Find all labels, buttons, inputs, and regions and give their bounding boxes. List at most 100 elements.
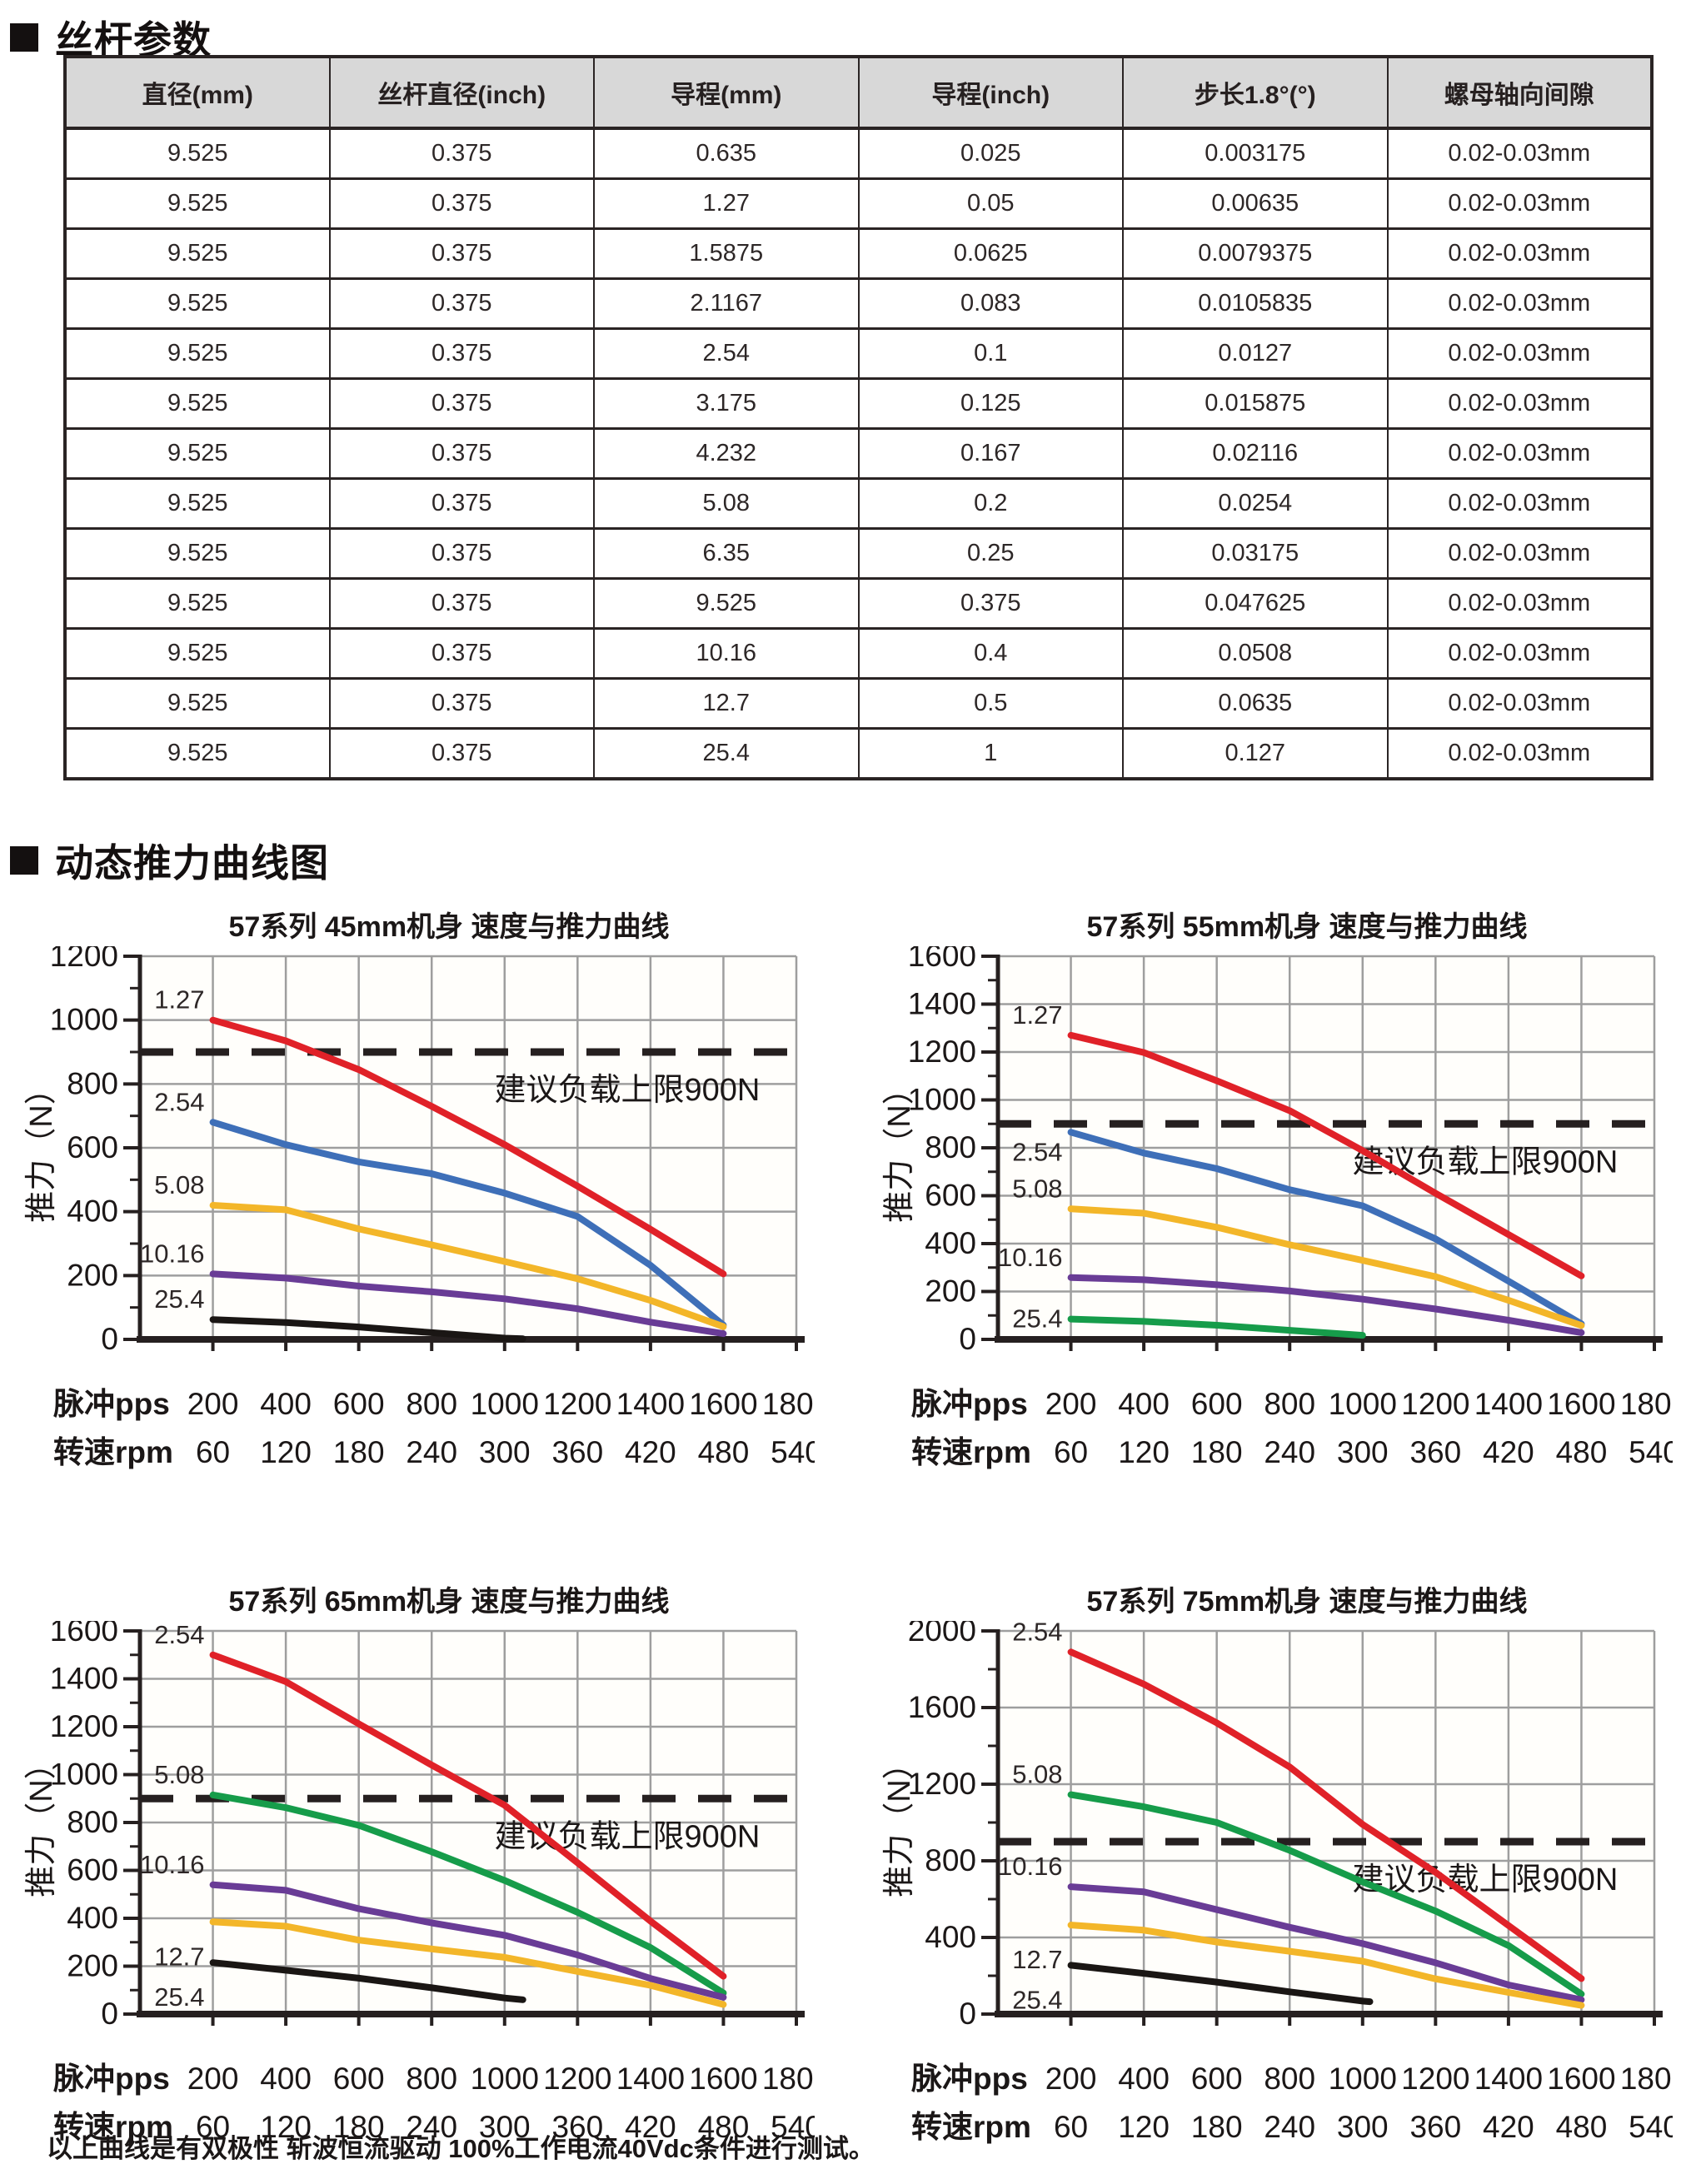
chart-title: 57系列 65mm机身 速度与推力曲线 [228, 1586, 670, 1618]
x-tick-label: 420 [625, 1435, 676, 1469]
y-tick-label: 800 [925, 1130, 976, 1164]
table-row: 9.525 0.375 9.525 0.375 0.047625 0.02-0.03mm [64, 577, 1653, 630]
table-cell: 0.0105835 [1122, 277, 1389, 330]
x-tick-label: 360 [1409, 1435, 1461, 1469]
square-bullet-icon [10, 23, 38, 52]
table-cell: 0.015875 [1122, 377, 1389, 430]
table-row: 9.525 0.375 1.27 0.05 0.00635 0.02-0.03mm [64, 177, 1653, 230]
y-tick-label: 1600 [50, 1621, 118, 1648]
table-cell: 9.525 [64, 677, 331, 730]
table-cell: 0.02-0.03mm [1386, 627, 1653, 680]
column-header: 导程(mm) [593, 56, 860, 130]
test-conditions-footnote: 以上曲线是有双极性 斩波恒流驱动 100%工作电流40Vdc条件进行测试。 [47, 2134, 875, 2163]
series-line-10.16 [1067, 1274, 1585, 1336]
series-line-25.4 [209, 1959, 526, 2003]
table-cell: 9.525 [64, 127, 331, 180]
x-tick-label: 300 [1337, 1435, 1389, 1469]
table-cell: 10.16 [593, 627, 860, 680]
series-label-25.4: 25.4 [154, 1982, 204, 2012]
y-tick-label: 1600 [908, 946, 976, 973]
table-cell: 0.02-0.03mm [1386, 327, 1653, 380]
table-row: 9.525 0.375 12.7 0.5 0.0635 0.02-0.03mm [64, 677, 1653, 730]
y-tick-label: 800 [925, 1843, 976, 1877]
table-cell: 25.4 [593, 727, 860, 780]
x-tick-label: 60 [196, 1435, 230, 1469]
series-label-5.08: 5.08 [154, 1760, 204, 1789]
x-tick-label: 600 [333, 1387, 385, 1421]
x-tick-label: 180 [1191, 2110, 1243, 2144]
series-line-2.54 [1067, 1648, 1585, 1982]
x-tick-label: 1400 [1474, 2062, 1543, 2096]
table-cell: 0.03175 [1122, 527, 1389, 580]
screw-parameters-table: 直径(mm) 丝杆直径(inch) 导程(mm) 导程(inch) 步长1.8°(°) 螺… [63, 55, 1654, 780]
series-label-12.7: 12.7 [154, 1942, 204, 1971]
table-cell: 1.5875 [593, 227, 860, 280]
x-tick-label: 120 [260, 1435, 312, 1469]
table-cell: 5.08 [593, 477, 860, 530]
y-axis-title: 推力（N） [24, 1073, 59, 1222]
chart-title: 57系列 55mm机身 速度与推力曲线 [1086, 911, 1528, 943]
section-heading-thrust-curves: 动态推力曲线图 [10, 833, 329, 888]
x-tick-label: 300 [479, 2110, 531, 2144]
table-cell: 0.0508 [1122, 627, 1389, 680]
table-cell: 0.003175 [1122, 127, 1389, 180]
x-tick-label: 800 [406, 1387, 457, 1421]
y-tick-label: 0 [101, 1322, 118, 1356]
table-cell: 0.0254 [1122, 477, 1389, 530]
table-cell: 9.525 [64, 327, 331, 380]
chart-75mm: 57系列 75mm机身 速度与推力曲线 0 400 800 1200 1600 2000 推… [881, 1583, 1674, 2171]
table-cell: 0.375 [328, 727, 595, 780]
y-tick-label: 1200 [50, 946, 118, 973]
section2-title: 动态推力曲线图 [55, 841, 329, 885]
x-tick-label: 480 [698, 2110, 750, 2144]
table-cell: 2.1167 [593, 277, 860, 330]
x-tick-label: 180 [1191, 1435, 1243, 1469]
x-tick-label: 400 [1118, 1387, 1170, 1421]
series-line-2.54 [209, 1651, 727, 1980]
table-cell: 9.525 [64, 527, 331, 580]
series-line-12.7 [209, 1918, 727, 2008]
x-tick-label: 1800 [1620, 1387, 1673, 1421]
x-row-header: 转速rpm [911, 2110, 1031, 2144]
y-tick-label: 1000 [50, 1758, 118, 1792]
y-tick-label: 400 [925, 1226, 976, 1260]
x-tick-label: 1200 [1401, 1387, 1469, 1421]
thrust-curve-plot: 0 200 400 600 800 1000 1200 1400 1600 推力（N） 建议负载上限… [881, 946, 1673, 1496]
y-tick-label: 600 [925, 1179, 976, 1213]
table-cell: 9.525 [64, 577, 331, 630]
series-label-1.27: 1.27 [154, 985, 204, 1015]
series-label-12.7: 12.7 [1012, 1945, 1062, 1974]
table-cell: 0.02-0.03mm [1386, 377, 1653, 430]
chart-45mm: 57系列 45mm机身 速度与推力曲线 0 200 400 600 800 1000 120… [23, 908, 816, 1496]
series-line-1.27 [1067, 1031, 1585, 1279]
x-tick-label: 1200 [543, 2062, 611, 2096]
table-cell: 0.375 [328, 377, 595, 430]
y-tick-label: 0 [101, 1997, 118, 2031]
table-cell: 0.127 [1122, 727, 1389, 780]
x-tick-label: 540 [1629, 1435, 1673, 1469]
x-tick-label: 240 [1264, 2110, 1315, 2144]
series-line-2.54 [1067, 1129, 1585, 1328]
series-line-5.08 [209, 1202, 727, 1330]
table-cell: 0.125 [857, 377, 1124, 430]
x-tick-label: 400 [260, 1387, 312, 1421]
table-cell: 0.375 [328, 177, 595, 230]
load-limit-label: 建议负载上限900N [495, 1819, 761, 1854]
section1-title: 丝杆参数 [55, 18, 212, 62]
table-cell: 0.167 [857, 427, 1124, 480]
table-cell: 0.00635 [1122, 177, 1389, 230]
series-line-2.54 [209, 1119, 727, 1329]
chart-65mm: 57系列 65mm机身 速度与推力曲线 0 200 400 600 800 1000 120… [23, 1583, 816, 2171]
table-cell: 0.02-0.03mm [1386, 277, 1653, 330]
table-cell: 0.05 [857, 177, 1124, 230]
x-row-header: 脉冲pps [53, 1387, 170, 1421]
x-tick-label: 300 [1337, 2110, 1389, 2144]
series-line-25.4 [209, 1316, 526, 1343]
x-tick-label: 600 [1191, 2062, 1243, 2096]
column-header: 丝杆直径(inch) [328, 56, 595, 130]
series-label-2.54: 2.54 [154, 1087, 204, 1116]
x-row-header: 转速rpm [53, 1435, 173, 1469]
x-tick-label: 1600 [1547, 1387, 1615, 1421]
x-tick-label: 420 [625, 2110, 676, 2144]
